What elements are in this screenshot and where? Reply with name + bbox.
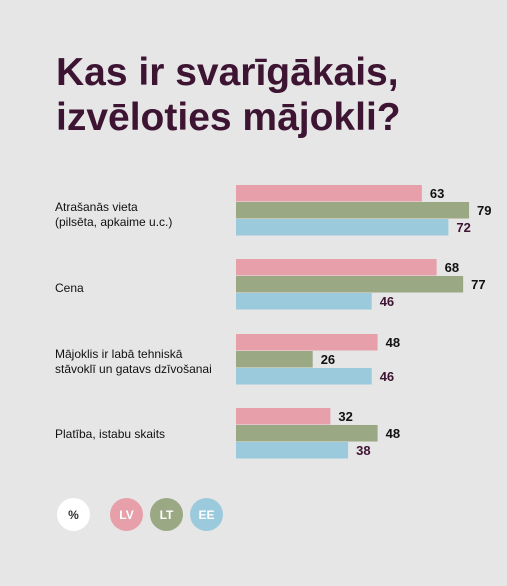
value-label-price-ee: 46 — [380, 294, 394, 309]
bar-price-ee — [236, 293, 372, 310]
value-label-location-lt: 79 — [477, 203, 491, 218]
bar-condition-ee — [236, 368, 372, 385]
bar-price-lv — [236, 259, 437, 276]
category-label-condition-line-2: stāvoklī un gatavs dzīvošanai — [55, 362, 212, 376]
bar-condition-lt — [236, 351, 313, 368]
value-label-price-lt: 77 — [471, 277, 485, 292]
value-label-location-lv: 63 — [430, 186, 444, 201]
legend-unit: % — [57, 498, 90, 531]
category-label-location-line-1: Atrašanās vieta — [55, 200, 138, 214]
bar-location-lt — [236, 202, 470, 219]
value-label-area-ee: 38 — [356, 443, 370, 458]
bar-location-lv — [236, 185, 422, 202]
value-label-condition-ee: 46 — [380, 369, 394, 384]
chart-title: Kas ir svarīgākais, izvēloties mājokli? — [56, 50, 401, 140]
bar-area-lv — [236, 408, 331, 425]
bar-price-lt — [236, 276, 464, 293]
chart-title-line-1: Kas ir svarīgākais, — [56, 51, 399, 94]
category-label-area-line-1: Platība, istabu skaits — [55, 427, 166, 441]
value-label-area-lv: 32 — [338, 409, 352, 424]
value-label-condition-lv: 48 — [386, 335, 400, 350]
category-label-location-line-2: (pilsēta, apkaime u.c.) — [55, 215, 173, 229]
value-label-price-lv: 68 — [445, 260, 459, 275]
chart-title-line-2: izvēloties mājokli? — [56, 96, 401, 139]
legend-lv: LV — [110, 498, 143, 531]
category-label-area: Platība, istabu skaits — [55, 427, 165, 442]
value-label-area-lt: 48 — [386, 426, 400, 441]
category-label-price: Cena — [55, 281, 84, 296]
value-label-condition-lt: 26 — [321, 352, 335, 367]
category-label-price-line-1: Cena — [55, 281, 84, 295]
legend-ee: EE — [190, 498, 223, 531]
category-label-location: Atrašanās vieta (pilsēta, apkaime u.c.) — [55, 200, 172, 230]
legend-lt: LT — [150, 498, 183, 531]
value-label-location-ee: 72 — [456, 220, 470, 235]
bar-area-lt — [236, 425, 378, 442]
bar-condition-lv — [236, 334, 378, 351]
category-label-condition: Mājoklis ir labā tehniskā stāvoklī un ga… — [55, 347, 212, 377]
bar-location-ee — [236, 219, 449, 236]
bar-area-ee — [236, 442, 349, 459]
category-label-condition-line-1: Mājoklis ir labā tehniskā — [55, 347, 183, 361]
